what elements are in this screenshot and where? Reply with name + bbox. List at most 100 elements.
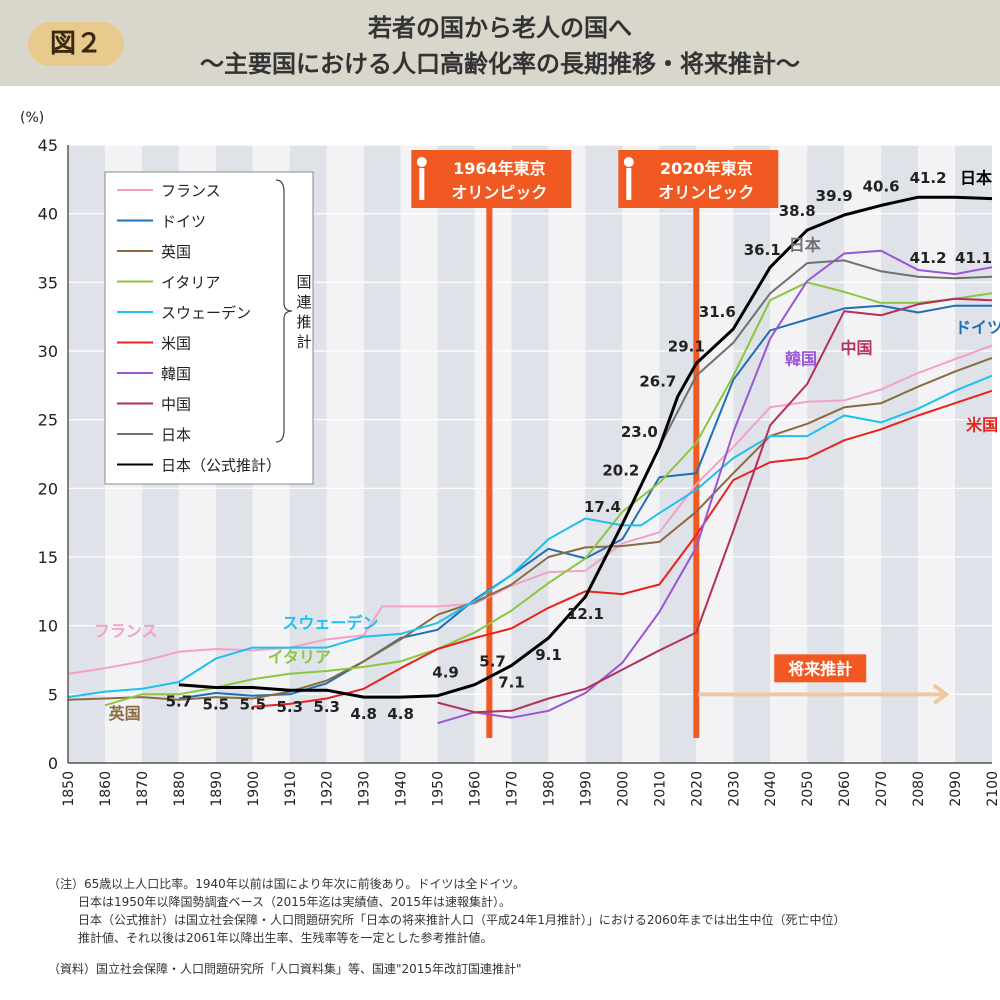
projection-label: 将来推計: [788, 659, 852, 678]
x-tick-label: 2030: [726, 771, 742, 807]
x-tick-label: 1980: [542, 771, 558, 807]
series-label-korea: 韓国: [785, 350, 817, 369]
torch-icon: [626, 168, 632, 200]
legend-bracket: [275, 179, 293, 443]
legend-item-label: 韓国: [161, 365, 191, 383]
x-tick-label: 2040: [763, 771, 779, 807]
series-line-usa: [252, 389, 993, 708]
y-tick-label: 40: [38, 205, 58, 224]
y-tick-label: 0: [48, 754, 58, 773]
series-label-usa: 米国: [966, 416, 998, 435]
decade-band: [622, 145, 660, 763]
x-tick-label: 1960: [468, 771, 484, 807]
data-label: 5.3: [313, 698, 340, 716]
series-line-sweden: [67, 374, 993, 699]
data-label: 17.4: [584, 498, 621, 516]
decade-band: [659, 145, 697, 763]
olympic-label-line2: オリンピック: [658, 183, 754, 202]
y-tick-label: 30: [38, 342, 58, 361]
data-label: 40.6: [863, 177, 900, 195]
x-tick-label: 2050: [800, 771, 816, 807]
series-line-china: [437, 297, 993, 714]
decade-band: [881, 145, 919, 763]
series-label-italy: イタリア: [268, 648, 331, 667]
legend-item-label: 米国: [161, 335, 191, 353]
figure-badge: 図２: [28, 22, 124, 66]
legend-item-label: ドイツ: [161, 213, 206, 231]
x-tick-label: 1880: [172, 771, 188, 807]
torch-icon: [419, 168, 425, 200]
x-tick-label: 1890: [209, 771, 225, 807]
legend-item-label: フランス: [161, 182, 221, 200]
decade-band: [585, 145, 623, 763]
data-label: 20.2: [602, 462, 639, 480]
data-label: 9.1: [535, 646, 562, 664]
series-label-france: フランス: [94, 622, 158, 641]
series-line-japan_official: [178, 195, 993, 699]
legend-bracket-label: 国: [296, 273, 311, 291]
note-line-2: 日本は1950年以降国勢調査ベース（2015年迄は実績値、2015年は速報集計）…: [78, 895, 512, 909]
decade-band: [918, 145, 956, 763]
data-label: 23.0: [621, 423, 658, 441]
decade-band: [474, 145, 512, 763]
x-tick-label: 2010: [652, 771, 668, 807]
note-line-1: （注）65歳以上人口比率。1940年以前は国により年次に前後あり。ドイツは全ドイ…: [48, 877, 525, 891]
data-label: 4.8: [387, 705, 414, 723]
decade-band: [955, 145, 992, 763]
legend-bracket-label: 計: [296, 333, 311, 351]
data-label: 4.9: [432, 664, 459, 682]
torch-flame-icon: [416, 157, 427, 167]
series-label-japan_official: 日本: [960, 168, 992, 187]
x-tick-label: 1990: [578, 771, 594, 807]
series-label-germany: ドイツ: [955, 318, 1000, 337]
x-tick-label: 2080: [911, 771, 927, 807]
data-label: 38.8: [779, 202, 816, 220]
olympic-label-line1: 1964年東京: [453, 159, 546, 178]
data-label: 5.5: [203, 695, 230, 713]
y-tick-label: 5: [48, 685, 58, 704]
x-tick-label: 2100: [985, 771, 1000, 807]
legend-box: [104, 171, 314, 485]
projection-marker: 将来推計: [698, 654, 950, 705]
series-label-japan_un: 日本: [789, 236, 821, 255]
legend-item-label: スウェーデン: [161, 304, 251, 322]
data-label: 5.7: [166, 693, 193, 711]
data-label: 41.2: [910, 169, 947, 187]
data-label: 39.9: [816, 187, 853, 205]
x-tick-label: 2020: [689, 771, 705, 807]
data-label: 26.7: [639, 372, 676, 390]
olympic-label-line2: オリンピック: [451, 183, 547, 202]
data-label: 4.8: [350, 705, 377, 723]
decade-band: [437, 145, 475, 763]
y-tick-label: 35: [38, 273, 58, 292]
x-tick-label: 2000: [615, 771, 631, 807]
legend-item-label: 英国: [161, 243, 191, 261]
series-line-france: [67, 344, 993, 675]
series-line-uk: [67, 356, 993, 701]
projection-box: [774, 654, 867, 683]
decade-band: [326, 145, 364, 763]
decade-band: [363, 145, 401, 763]
legend-item-label: 中国: [161, 396, 191, 414]
data-label: 7.1: [498, 673, 525, 691]
data-labels: 5.7 5.5 5.5 5.3 5.3 4.8 4.8 4.9 5.7 7.1 9.1 12.1 17.…: [166, 169, 992, 723]
series-line-korea: [437, 249, 993, 725]
decade-band: [548, 145, 586, 763]
note-line-3: 日本（公式推計）は国立社会保障・人口問題研究所「日本の将来推計人口（平成24年1…: [78, 913, 846, 927]
y-axis-label: (%): [20, 110, 44, 126]
legend-item-label: 日本（公式推計）: [161, 457, 281, 475]
x-tick-label: 1930: [357, 771, 373, 807]
x-tick-label: 2070: [874, 771, 890, 807]
x-tick-label: 1870: [135, 771, 151, 807]
series-lines: [67, 195, 993, 725]
x-tick-label: 1850: [61, 771, 77, 807]
data-label: 41.1: [955, 249, 992, 267]
legend-item-label: 日本: [161, 426, 191, 444]
olympic-label-line1: 2020年東京: [660, 159, 753, 178]
source-note: （資料）国立社会保障・人口問題研究所「人口資料集」等、国連"2015年改訂国連推…: [48, 962, 522, 976]
x-tick-label: 1940: [394, 771, 410, 807]
chart-subtitle: 〜主要国における人口高齢化率の長期推移・将来推計〜: [200, 50, 800, 78]
